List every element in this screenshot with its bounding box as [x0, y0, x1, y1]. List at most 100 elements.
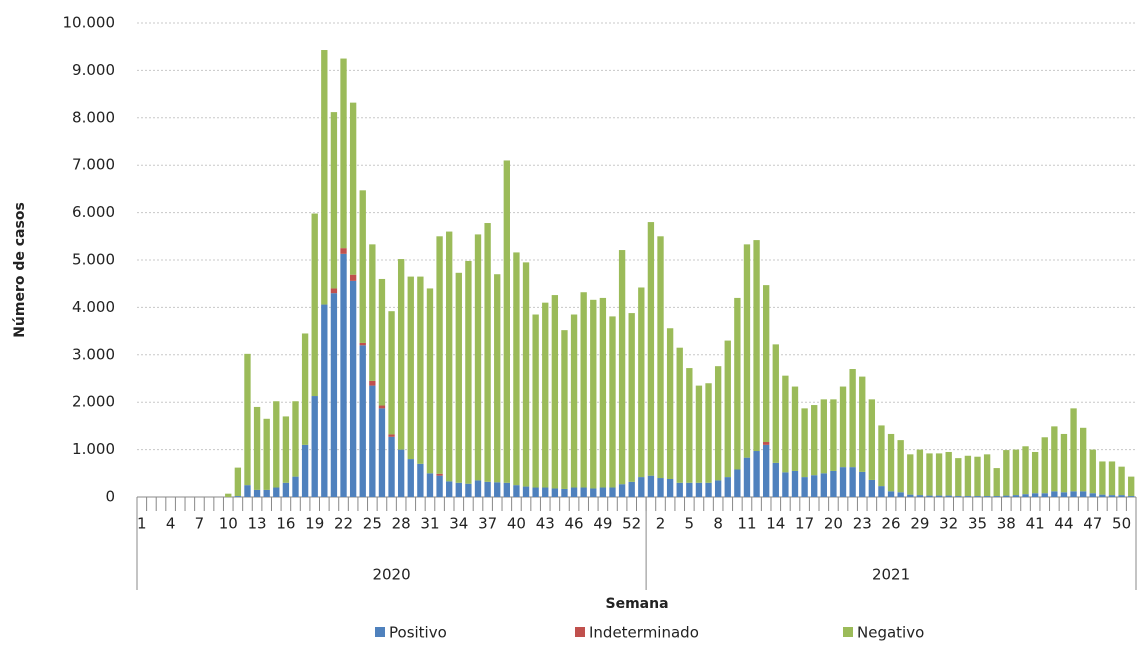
bar-segment: [974, 456, 981, 497]
x-tick-label: 19: [305, 515, 324, 533]
legend-swatch: [843, 627, 853, 637]
bar-segment: [532, 487, 539, 497]
bar-segment: [830, 399, 837, 471]
bar-segment: [695, 385, 703, 483]
bar-segment: [916, 449, 924, 496]
bar-segment: [301, 333, 309, 445]
y-tick-label: 3.000: [72, 345, 115, 363]
bar-segment: [1070, 408, 1077, 492]
bar-segment: [618, 484, 626, 497]
bar-segment: [638, 287, 645, 478]
y-tick-label: 7.000: [72, 156, 115, 174]
y-tick-label: 0: [105, 488, 115, 506]
x-tick-label: 50: [1112, 515, 1131, 533]
bar-segment: [1118, 495, 1125, 497]
bar-segment: [945, 451, 952, 496]
bar-segment: [926, 495, 933, 497]
bar-segment: [647, 475, 655, 497]
bar-segment: [686, 368, 693, 483]
bar-segment: [570, 487, 578, 497]
bar-segment: [407, 276, 414, 460]
x-tick-label: 29: [910, 515, 929, 533]
bar-segment: [225, 493, 232, 497]
y-tick-label: 6.000: [72, 203, 115, 221]
bar-segment: [263, 418, 270, 490]
bar-segment: [282, 416, 290, 483]
bar-segment: [388, 436, 395, 497]
bar-segment: [657, 478, 664, 497]
bar-segment: [1099, 494, 1106, 497]
bar-segment: [455, 272, 462, 483]
bar-segment: [763, 444, 770, 497]
bar-segment: [1128, 496, 1135, 497]
group-label: 2021: [872, 566, 910, 584]
bar-segment: [849, 467, 856, 497]
bar-segment: [580, 292, 587, 488]
bar-segment: [436, 473, 443, 476]
bar-segment: [983, 454, 991, 497]
bar-segment: [955, 496, 962, 497]
bar-segment: [388, 434, 395, 437]
bar-segment: [561, 488, 568, 497]
bar-segment: [234, 467, 242, 497]
bar-segment: [878, 486, 885, 497]
bar-segment: [1041, 493, 1048, 497]
bar-segment: [618, 250, 626, 485]
legend-label: Negativo: [857, 624, 924, 642]
x-tick-label: 5: [685, 515, 695, 533]
bar-segment: [1108, 461, 1116, 496]
bar-segment: [791, 386, 799, 471]
bar-segment: [474, 480, 482, 497]
x-tick-label: 25: [363, 515, 382, 533]
bar-segment: [292, 476, 299, 497]
legend-swatch: [375, 627, 385, 637]
bar-segment: [590, 299, 597, 489]
bar-segment: [782, 375, 789, 473]
bar-segment: [1031, 451, 1039, 494]
x-tick-label: 17: [795, 515, 814, 533]
bar-segment: [301, 444, 309, 497]
x-axis-title: Semana: [605, 596, 668, 612]
bar-segment: [590, 488, 597, 497]
bar-segment: [484, 223, 491, 482]
x-tick-label: 46: [565, 515, 584, 533]
bar-segment: [1003, 495, 1010, 497]
bar-segment: [330, 293, 338, 497]
x-tick-label: 49: [593, 515, 612, 533]
bar-segment: [801, 477, 808, 497]
bar-segment: [263, 489, 270, 497]
bar-segment: [724, 477, 731, 497]
x-tick-label: 2: [656, 515, 666, 533]
bar-segment: [1012, 449, 1020, 496]
bar-segment: [772, 462, 779, 497]
bar-segment: [474, 234, 482, 481]
bar-segment: [743, 244, 751, 458]
bar-segment: [753, 451, 760, 497]
y-tick-label: 9.000: [72, 61, 115, 79]
x-tick-label: 1: [137, 515, 147, 533]
x-tick-label: 40: [507, 515, 526, 533]
bar-segment: [935, 495, 943, 497]
bar-segment: [599, 297, 607, 488]
bar-segment: [330, 112, 338, 289]
bar-segment: [955, 458, 962, 497]
bar-segment: [349, 280, 357, 497]
bar-segment: [349, 274, 357, 281]
bar-segment: [369, 244, 376, 381]
bar-segment: [945, 495, 952, 497]
bar-segment: [839, 386, 847, 468]
bar-segment: [340, 58, 347, 249]
bar-segment: [465, 483, 472, 497]
bar-segment: [686, 482, 693, 497]
bar-segment: [311, 396, 318, 497]
bar-segment: [417, 276, 424, 464]
bar-segment: [820, 399, 827, 474]
bar-segment: [1089, 449, 1096, 494]
bar-segment: [1118, 466, 1125, 496]
bar-segment: [551, 488, 559, 497]
bar-segment: [791, 470, 799, 497]
legend-label: Indeterminado: [589, 624, 699, 642]
x-tick-label: 20: [824, 515, 843, 533]
x-tick-label: 28: [392, 515, 411, 533]
